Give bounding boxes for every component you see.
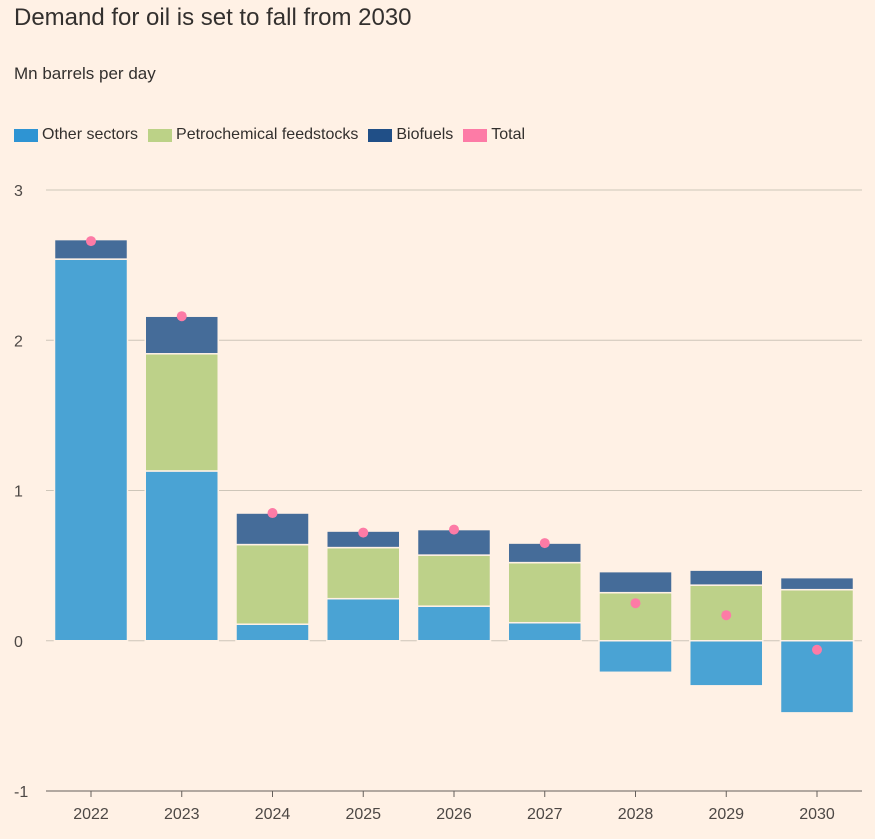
y-tick-label: 1 [14, 484, 23, 501]
total-point [539, 538, 550, 549]
bar-biofuels [235, 512, 310, 546]
x-tick-label: 2024 [255, 806, 291, 823]
y-tick-label: 0 [14, 634, 23, 651]
y-tick-label: 3 [14, 183, 23, 200]
bar-biofuels [779, 576, 855, 591]
bar-petrochemical-feedstocks [144, 353, 219, 472]
legend-label: Biofuels [396, 126, 454, 143]
bar-other-sectors [235, 623, 310, 642]
x-tick-label: 2022 [73, 806, 109, 823]
total-point [630, 598, 641, 609]
bar-biofuels [416, 528, 492, 556]
x-tick-label: 2030 [799, 806, 835, 823]
bar-other-sectors [326, 597, 401, 642]
chart-subtitle: Mn barrels per day [14, 64, 156, 83]
x-tick-label: 2025 [345, 806, 381, 823]
total-point [721, 610, 732, 621]
bar-petrochemical-feedstocks [507, 561, 582, 624]
x-tick-label: 2027 [527, 806, 563, 823]
bar-petrochemical-feedstocks [416, 554, 492, 607]
legend-item-petrochemical: Petrochemical feedstocks [148, 126, 358, 144]
y-tick-label: 2 [14, 333, 23, 350]
bar-other-sectors [416, 605, 492, 642]
x-tick-label: 2028 [618, 806, 654, 823]
legend-label: Total [491, 126, 526, 143]
x-tick-label: 2026 [436, 806, 472, 823]
total-point [812, 644, 822, 655]
other-sectors-swatch-icon [14, 128, 38, 142]
total-point [267, 508, 278, 519]
bar-petrochemical-feedstocks [779, 588, 855, 642]
bar-other-sectors [53, 258, 129, 642]
x-tick-label: 2029 [708, 806, 744, 823]
chart-title: Demand for oil is set to fall from 2030 [14, 4, 412, 31]
total-point [358, 527, 369, 538]
total-swatch-icon [463, 128, 488, 142]
bar-biofuels [598, 570, 673, 594]
legend-label: Other sectors [42, 126, 139, 143]
total-point [86, 236, 96, 247]
biofuels-swatch-icon [368, 128, 393, 142]
bar-other-sectors [689, 640, 764, 687]
petrochemical-swatch-icon [148, 128, 173, 142]
total-point [176, 311, 187, 322]
legend-label: Petrochemical feedstocks [176, 126, 359, 143]
bar-biofuels [144, 315, 219, 355]
bar-petrochemical-feedstocks [235, 543, 310, 625]
total-point [449, 524, 459, 535]
x-tick-label: 2023 [164, 806, 200, 823]
legend-item-other-sectors: Other sectors [14, 126, 138, 144]
legend: Other sectors Petrochemical feedstocks B… [14, 126, 535, 144]
y-tick-label: -1 [14, 784, 28, 801]
bar-petrochemical-feedstocks [326, 546, 401, 600]
bar-biofuels [689, 569, 764, 586]
bar-other-sectors [144, 470, 219, 642]
legend-item-total: Total [463, 126, 525, 144]
bar-other-sectors [598, 640, 673, 674]
bar-other-sectors [507, 621, 582, 642]
legend-item-biofuels: Biofuels [368, 126, 453, 144]
